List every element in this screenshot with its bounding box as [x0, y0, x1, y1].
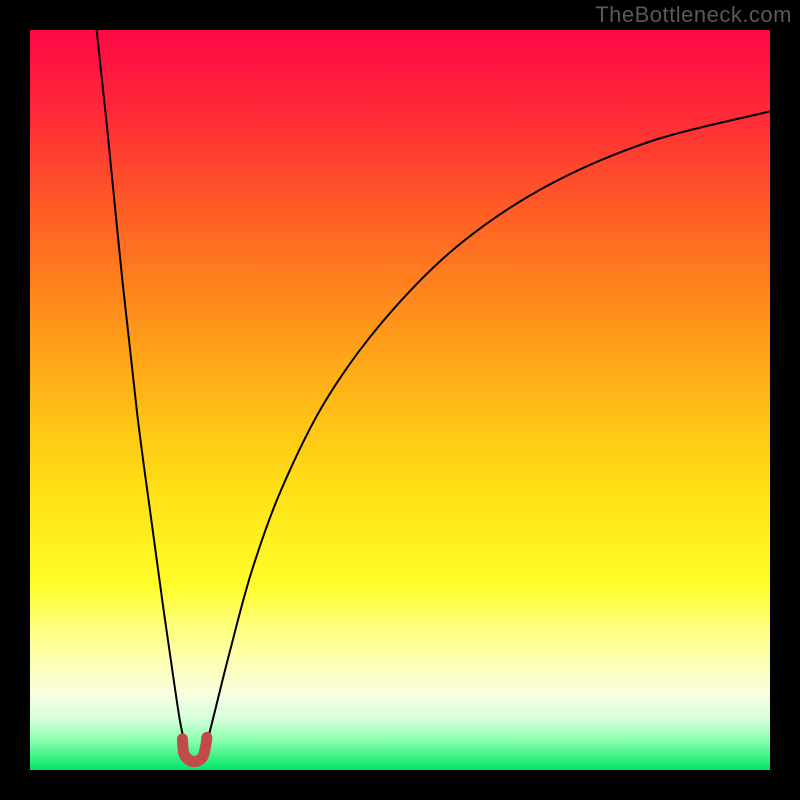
- figure: TheBottleneck.com: [0, 0, 800, 800]
- plot-area: [30, 30, 770, 770]
- watermark-text: TheBottleneck.com: [595, 2, 792, 28]
- plot-svg: [30, 30, 770, 770]
- gradient-background: [30, 30, 770, 770]
